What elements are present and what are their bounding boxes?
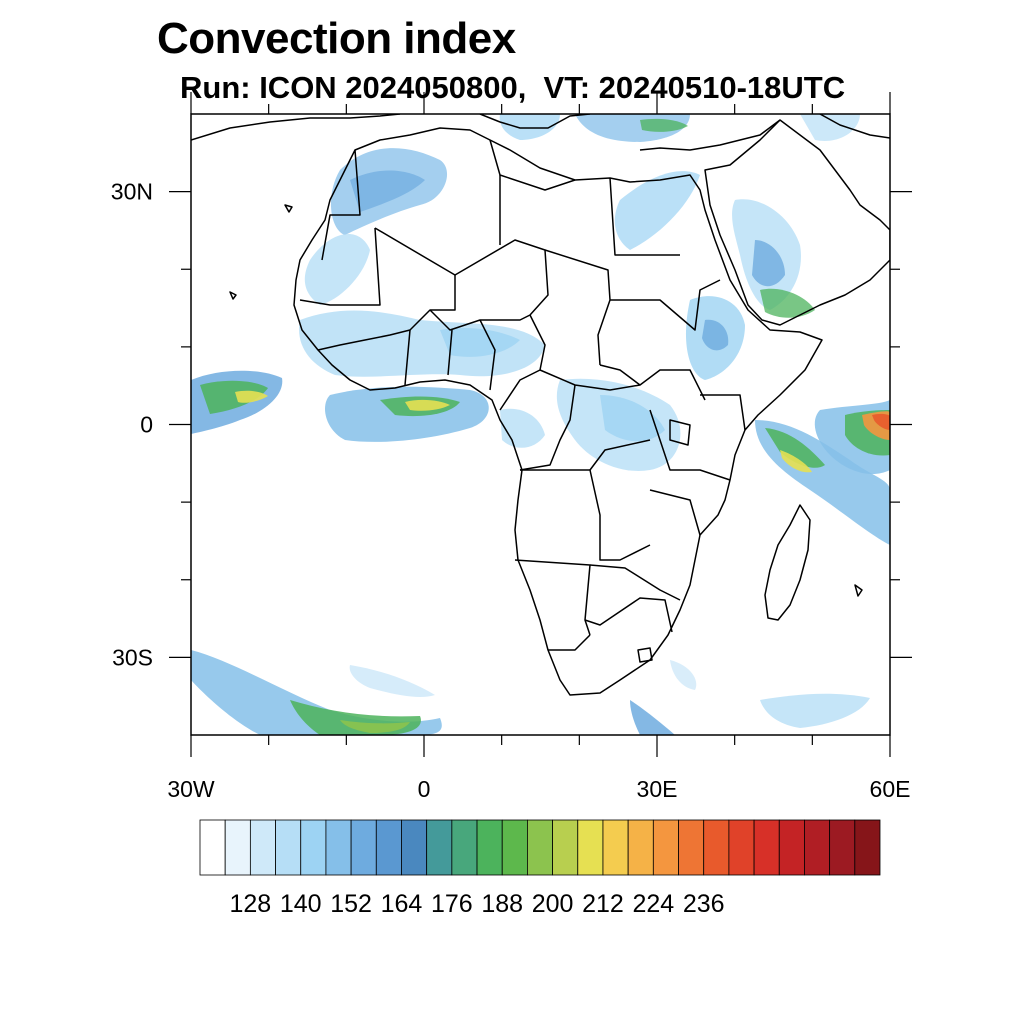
map-subtitle: Run: ICON 2024050800, VT: 20240510-18UTC (180, 70, 846, 105)
map-title: Convection index (157, 14, 516, 63)
lon-tick-label: 60E (870, 776, 911, 802)
colorbar-swatch (854, 819, 881, 876)
colorbar-label: 152 (330, 890, 372, 918)
colorbar-swatch (602, 819, 629, 876)
colorbar-swatch (275, 819, 302, 876)
lon-tick-label: 30W (167, 776, 215, 802)
colorbar-swatch (652, 819, 679, 876)
colorbar-swatch (375, 819, 402, 876)
coastline-borders (191, 114, 890, 696)
colorbar-swatch (552, 819, 579, 876)
colorbar-swatch (451, 819, 478, 876)
colorbar-swatch (249, 819, 276, 876)
colorbar-swatch (350, 819, 377, 876)
lon-tick-label: 0 (418, 776, 431, 802)
colorbar-swatch (804, 819, 831, 876)
colorbar-swatch (678, 819, 705, 876)
colorbar-swatch (527, 819, 553, 876)
colorbar-swatch (753, 819, 780, 876)
colorbar-swatch (476, 819, 503, 876)
colorbar-label: 176 (431, 890, 473, 918)
colorbar-swatch (728, 819, 755, 876)
colorbar-swatch (778, 819, 805, 876)
colorbar-swatch (703, 819, 730, 876)
colorbar-label: 140 (280, 890, 322, 918)
colorbar-swatch (224, 819, 251, 876)
colorbar-label: 128 (230, 890, 272, 918)
colorbar-swatch (577, 819, 604, 876)
colorbar-swatch (401, 819, 428, 876)
lat-tick-label: 30S (112, 644, 153, 670)
colorbar-label: 188 (481, 890, 523, 918)
colorbar-label: 236 (683, 890, 725, 918)
lat-tick-label: 30N (111, 179, 153, 205)
colorbar-swatch (199, 819, 226, 876)
colorbar-swatch (627, 819, 654, 876)
colorbar-swatch (829, 819, 856, 876)
colorbar: 128 140 152 164 176 188 200 212 224 236 (199, 819, 881, 918)
lon-tick-label: 30E (637, 776, 678, 802)
colorbar-swatch (325, 819, 352, 876)
colorbar-label: 200 (532, 890, 574, 918)
colorbar-swatch (300, 819, 327, 876)
colorbar-swatch (426, 819, 453, 876)
colorbar-label: 212 (582, 890, 624, 918)
map-axes: 30W 0 30E 60E 30N 0 30S (111, 92, 912, 802)
colorbar-swatch (501, 819, 528, 876)
lat-tick-label: 0 (140, 412, 153, 438)
colorbar-label: 224 (632, 890, 674, 918)
colorbar-label: 164 (381, 890, 423, 918)
map-panel (190, 113, 891, 736)
